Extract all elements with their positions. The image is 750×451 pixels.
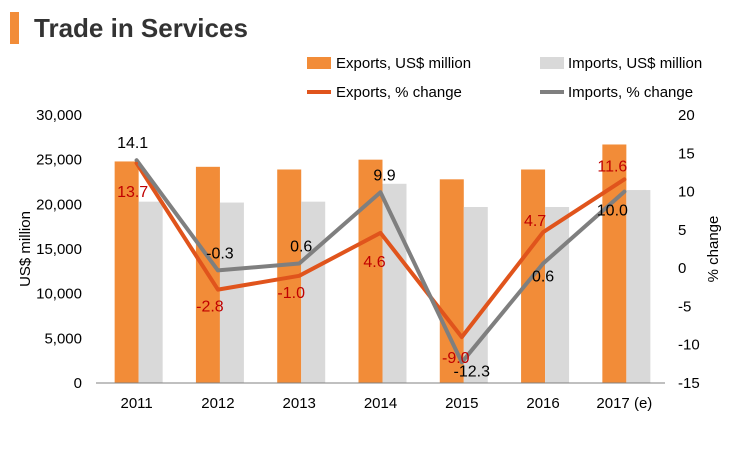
y-axis-title: US$ million — [17, 211, 34, 287]
imports-bar — [138, 201, 163, 383]
y2-axis-title: % change — [705, 216, 722, 283]
exports-change-data-label: 13.7 — [117, 184, 148, 201]
exports-change-data-label: -9.0 — [442, 350, 470, 367]
header: Trade in Services — [0, 0, 750, 50]
exports-change-point — [216, 288, 220, 292]
legend-imports-bar-label: Imports, US$ million — [568, 55, 702, 72]
y2-tick-label: -5 — [678, 298, 691, 315]
imports-change-data-label: -0.3 — [206, 245, 234, 262]
legend-imports-bar-swatch — [540, 57, 564, 69]
imports-change-data-label: 14.1 — [117, 135, 148, 152]
exports-change-point — [297, 274, 301, 278]
x-tick-label: 2015 — [445, 395, 478, 412]
y2-tick-label: 5 — [678, 222, 686, 239]
imports-bar — [219, 202, 244, 383]
imports-bar — [626, 190, 651, 383]
y-tick-label: 25,000 — [36, 152, 82, 169]
exports-change-data-label: 11.6 — [597, 158, 627, 175]
legend-imports-line-label: Imports, % change — [568, 84, 693, 101]
title-accent-bar — [10, 12, 19, 44]
imports-change-point — [216, 268, 220, 272]
imports-change-data-label: 0.6 — [290, 239, 312, 256]
exports-change-point — [622, 177, 626, 181]
exports-change-data-label: 4.7 — [524, 213, 546, 230]
imports-change-data-label: 9.9 — [373, 167, 395, 184]
exports-bar — [358, 159, 383, 383]
imports-change-data-label: -12.3 — [454, 363, 491, 380]
x-tick-label: 2014 — [364, 395, 397, 412]
imports-change-point — [541, 262, 545, 266]
y-tick-label: 0 — [74, 375, 82, 392]
y-tick-label: 30,000 — [36, 107, 82, 124]
y2-tick-label: -15 — [678, 375, 700, 392]
imports-bar — [545, 207, 570, 383]
x-tick-label: 2017 (e) — [596, 395, 652, 412]
imports-change-point — [379, 190, 382, 194]
legend-exports-bar-swatch — [307, 57, 331, 69]
exports-change-point — [379, 231, 382, 235]
legend-exports-line-label: Exports, % change — [336, 84, 462, 101]
y2-tick-label: 0 — [678, 260, 686, 277]
imports-change-point — [297, 262, 301, 266]
y-tick-label: 10,000 — [36, 286, 82, 303]
x-tick-label: 2013 — [283, 395, 316, 412]
y2-tick-label: 20 — [678, 107, 695, 124]
imports-bar — [301, 201, 326, 383]
x-tick-label: 2011 — [121, 395, 153, 412]
legend-exports-bar-label: Exports, US$ million — [336, 55, 471, 72]
exports-bar — [439, 179, 464, 383]
exports-change-data-label: -1.0 — [277, 285, 305, 302]
page-title: Trade in Services — [34, 13, 248, 43]
x-tick-label: 2016 — [526, 395, 559, 412]
exports-change-point — [541, 230, 545, 234]
exports-change-point — [460, 335, 464, 339]
exports-change-point — [135, 161, 139, 165]
imports-change-point — [135, 158, 139, 162]
y2-tick-label: 10 — [678, 184, 695, 201]
y-tick-label: 15,000 — [36, 241, 82, 258]
imports-change-data-label: 10.0 — [597, 203, 628, 220]
y-tick-label: 5,000 — [44, 330, 82, 347]
exports-bar — [114, 161, 139, 383]
x-tick-label: 2012 — [201, 395, 234, 412]
imports-bar — [382, 183, 407, 383]
imports-change-point — [622, 190, 626, 194]
exports-change-data-label: -2.8 — [196, 299, 224, 316]
y2-tick-label: 15 — [678, 145, 695, 162]
y-tick-label: 20,000 — [36, 196, 82, 213]
exports-change-data-label: 4.6 — [363, 254, 385, 271]
y2-tick-label: -10 — [678, 337, 700, 354]
imports-change-point — [460, 360, 464, 364]
imports-change-data-label: 0.6 — [532, 269, 554, 286]
